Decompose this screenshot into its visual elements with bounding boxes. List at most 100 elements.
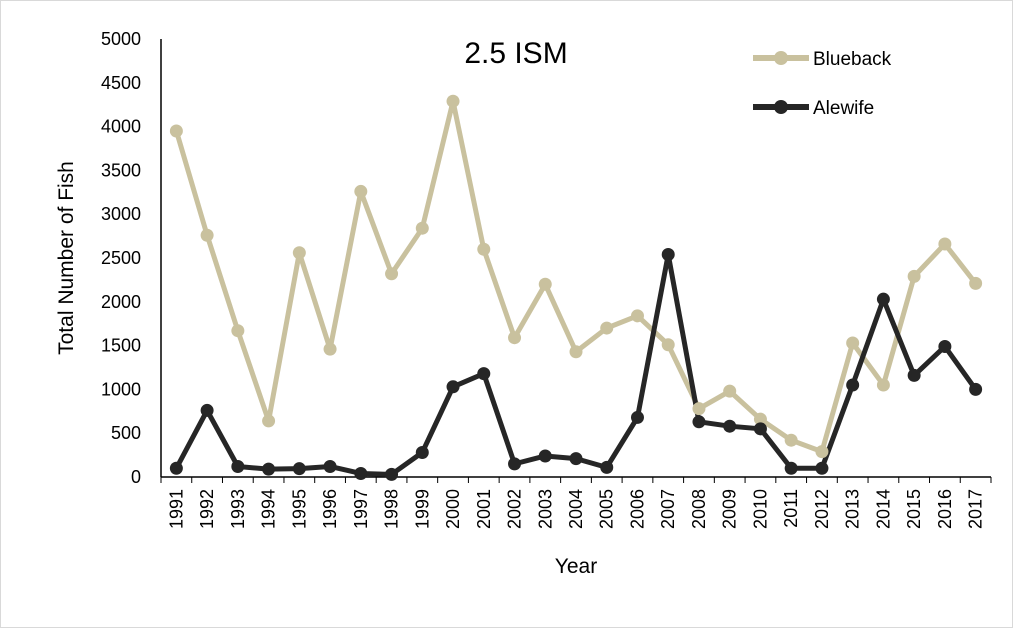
data-point-blueback <box>846 336 860 350</box>
legend-item-blueback: Blueback <box>753 49 892 70</box>
x-tick-label: 2015 <box>904 489 924 529</box>
data-point-blueback <box>876 378 890 392</box>
x-tick-label: 2010 <box>750 489 770 529</box>
x-tick-label: 2001 <box>474 489 494 529</box>
data-point-blueback <box>938 237 952 251</box>
data-point-blueback <box>907 269 921 283</box>
data-point-alewife <box>292 462 306 476</box>
x-tick-label: 2012 <box>812 489 832 529</box>
data-point-alewife <box>354 466 368 480</box>
data-point-blueback <box>969 276 983 290</box>
data-point-alewife <box>815 461 829 475</box>
data-point-alewife <box>262 462 276 476</box>
data-point-alewife <box>169 461 183 475</box>
x-tick-label: 1992 <box>197 489 217 529</box>
x-tick-label: 1996 <box>320 489 340 529</box>
data-point-blueback <box>262 414 276 428</box>
data-point-alewife <box>538 449 552 463</box>
x-tick-label: 2009 <box>720 489 740 529</box>
data-point-blueback <box>169 124 183 138</box>
x-tick-label: 2008 <box>689 489 709 529</box>
data-point-alewife <box>415 445 429 459</box>
x-tick-label: 2007 <box>658 489 678 529</box>
data-point-blueback <box>569 345 583 359</box>
data-point-blueback <box>446 94 460 108</box>
y-tick-labels: 0 500 1000 1500 2000 2500 3000 3500 4000 4500 5000 <box>101 29 141 487</box>
x-tick-label: 1999 <box>412 489 432 529</box>
x-axis-label: Year <box>555 555 597 578</box>
x-tick-label: 2006 <box>627 489 647 529</box>
y-axis-label: Total Number of Fish <box>55 161 78 355</box>
legend-item-alewife: Alewife <box>753 98 874 119</box>
data-point-alewife <box>907 368 921 382</box>
data-point-alewife <box>784 461 798 475</box>
y-tick-label: 4500 <box>101 73 141 93</box>
y-tick-label: 2000 <box>101 292 141 312</box>
y-tick-label: 4000 <box>101 117 141 137</box>
data-point-blueback <box>477 242 491 256</box>
y-tick-label: 2500 <box>101 248 141 268</box>
data-point-blueback <box>630 309 644 323</box>
data-point-alewife <box>661 247 675 261</box>
x-tick-label: 2017 <box>966 489 986 529</box>
data-point-blueback <box>415 221 429 235</box>
legend-label-alewife: Alewife <box>813 98 874 119</box>
data-point-blueback <box>692 402 706 416</box>
data-point-blueback <box>231 324 245 338</box>
x-tick-label: 2013 <box>843 489 863 529</box>
x-tick-label: 2014 <box>873 489 893 529</box>
y-tick-label: 1500 <box>101 336 141 356</box>
y-tick-label: 1000 <box>101 379 141 399</box>
data-point-blueback <box>323 342 337 356</box>
y-tick-label: 500 <box>111 423 141 443</box>
y-tick-label: 3500 <box>101 160 141 180</box>
axes <box>160 39 991 478</box>
x-tick-label: 1993 <box>228 489 248 529</box>
series-lines <box>173 98 979 477</box>
x-tick-labels: 1991 1992 1993 1994 1995 1996 1997 1998 1999 2000… <box>160 477 992 529</box>
data-point-blueback <box>292 246 306 260</box>
x-tick-label: 2016 <box>935 489 955 529</box>
data-point-blueback <box>538 277 552 291</box>
data-point-blueback <box>354 184 368 198</box>
data-point-alewife <box>231 459 245 473</box>
data-point-alewife <box>508 457 522 471</box>
data-point-blueback <box>600 321 614 335</box>
data-point-alewife <box>692 415 706 429</box>
data-point-alewife <box>446 380 460 394</box>
x-tick-label: 2005 <box>597 489 617 529</box>
data-point-alewife <box>723 419 737 433</box>
x-tick-label: 1998 <box>382 489 402 529</box>
data-point-alewife <box>630 410 644 424</box>
data-point-blueback <box>385 267 399 281</box>
legend-swatch-marker <box>774 100 788 114</box>
data-point-alewife <box>600 460 614 474</box>
series-line-blueback <box>173 98 979 455</box>
data-point-alewife <box>969 382 983 396</box>
data-point-blueback <box>200 228 214 242</box>
data-point-alewife <box>938 339 952 353</box>
data-point-alewife <box>323 459 337 473</box>
data-point-blueback <box>661 338 675 352</box>
x-tick-label: 1994 <box>259 489 279 529</box>
data-point-alewife <box>385 467 399 481</box>
x-tick-label: 1997 <box>351 489 371 529</box>
x-tick-label: 2004 <box>566 489 586 529</box>
x-tick-label: 1991 <box>166 489 186 529</box>
data-point-alewife <box>753 422 767 436</box>
data-point-blueback <box>753 412 767 426</box>
y-tick-label: 0 <box>131 467 141 487</box>
data-point-blueback <box>508 331 522 345</box>
data-point-blueback <box>723 384 737 398</box>
legend: Blueback Alewife <box>753 49 892 119</box>
data-point-alewife <box>846 378 860 392</box>
data-point-alewife <box>200 403 214 417</box>
x-tick-label: 2000 <box>443 489 463 529</box>
data-point-alewife <box>876 292 890 306</box>
data-point-alewife <box>569 452 583 466</box>
y-tick-label: 5000 <box>101 29 141 49</box>
data-point-blueback <box>815 445 829 459</box>
x-tick-label: 2002 <box>505 489 525 529</box>
